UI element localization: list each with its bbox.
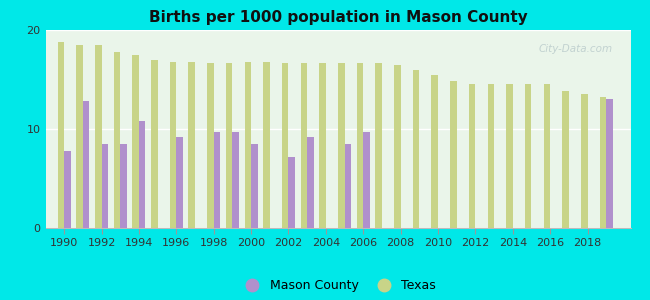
Bar	[450, 82, 457, 228]
Bar	[58, 42, 64, 228]
Bar	[543, 84, 550, 228]
Bar	[562, 92, 569, 228]
Bar	[600, 97, 606, 228]
Bar	[133, 55, 139, 228]
Bar	[363, 132, 370, 228]
Bar	[357, 63, 363, 228]
Bar	[307, 137, 314, 228]
Bar	[83, 101, 90, 228]
Bar	[413, 70, 419, 228]
Bar	[282, 63, 289, 228]
Bar	[188, 62, 195, 228]
Text: City-Data.com: City-Data.com	[539, 44, 613, 54]
Bar	[95, 45, 101, 228]
Bar	[606, 99, 613, 228]
Bar	[76, 45, 83, 228]
Bar	[207, 63, 214, 228]
Bar	[170, 62, 176, 228]
Bar	[581, 94, 588, 228]
Bar	[289, 157, 295, 228]
Bar	[432, 74, 438, 228]
Legend: Mason County, Texas: Mason County, Texas	[235, 274, 441, 297]
Bar	[394, 64, 400, 228]
Bar	[151, 60, 158, 228]
Bar	[120, 144, 127, 228]
Bar	[233, 132, 239, 228]
Bar	[226, 63, 233, 228]
Bar	[525, 84, 532, 228]
Bar	[506, 84, 513, 228]
Bar	[344, 144, 351, 228]
Bar	[214, 132, 220, 228]
Title: Births per 1000 population in Mason County: Births per 1000 population in Mason Coun…	[149, 10, 527, 25]
Bar	[176, 137, 183, 228]
Bar	[263, 62, 270, 228]
Bar	[64, 151, 71, 228]
Bar	[139, 121, 146, 228]
Bar	[101, 144, 108, 228]
Bar	[338, 63, 344, 228]
Bar	[469, 84, 475, 228]
Bar	[376, 63, 382, 228]
Bar	[251, 144, 257, 228]
Bar	[319, 63, 326, 228]
Bar	[114, 52, 120, 228]
Bar	[488, 84, 494, 228]
Bar	[300, 63, 307, 228]
Bar	[244, 62, 251, 228]
